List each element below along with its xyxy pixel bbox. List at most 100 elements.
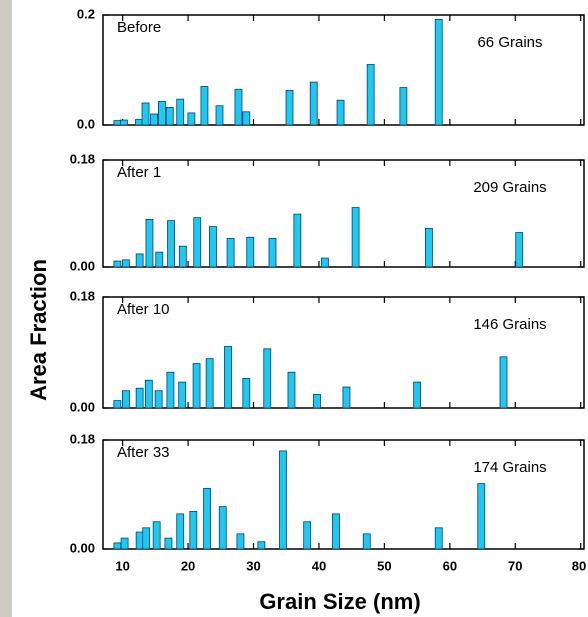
bar (135, 253, 144, 268)
bar (434, 527, 443, 550)
bar (246, 236, 255, 268)
grain-count: 66 Grains (477, 34, 542, 51)
bar (122, 259, 130, 268)
bar (164, 537, 173, 550)
bar (178, 381, 187, 409)
bar (120, 537, 129, 550)
bar (122, 390, 130, 409)
y-tick-label: 0.00 (70, 399, 95, 414)
y-tick-label: 0.0 (77, 116, 95, 131)
bar (113, 542, 122, 550)
x-tick-label: 80 (572, 558, 586, 573)
panel-label: Before (117, 19, 161, 36)
bar (155, 251, 164, 268)
bar (287, 371, 296, 409)
bar (113, 400, 122, 409)
bar (218, 506, 227, 550)
bar (193, 217, 202, 268)
bar (157, 100, 166, 126)
bar (135, 387, 144, 409)
x-axis-label: Grain Size (nm) (259, 589, 420, 614)
bar (152, 521, 161, 550)
x-tick-label: 30 (246, 558, 260, 573)
bar (145, 219, 154, 268)
bar (366, 64, 375, 126)
bar (154, 390, 163, 409)
bar (279, 450, 287, 550)
bar (224, 345, 232, 409)
x-tick-label: 70 (508, 558, 522, 573)
bar (178, 245, 187, 268)
bar (342, 386, 351, 409)
grain-count: 209 Grains (473, 179, 546, 196)
bar (135, 531, 144, 550)
bar (209, 226, 217, 268)
grain-count: 174 Grains (473, 459, 546, 476)
x-tick-label: 60 (443, 558, 457, 573)
panel-label: After 1 (117, 164, 161, 181)
bar (332, 513, 340, 550)
y-tick-label: 0.00 (70, 540, 95, 555)
plot-frame (102, 439, 585, 550)
bar (515, 232, 524, 268)
panel-label: After 33 (117, 444, 170, 461)
bar (167, 220, 175, 268)
bar (205, 358, 214, 409)
bar (135, 119, 143, 126)
bar (203, 488, 211, 550)
panel-label: After 10 (117, 301, 170, 318)
y-tick-label: 0.18 (70, 431, 95, 446)
bar (362, 533, 371, 550)
y-axis-label: Area Fraction (26, 259, 51, 401)
bar (142, 527, 151, 550)
bar (242, 111, 251, 126)
bar (351, 207, 360, 268)
bar (413, 381, 422, 409)
bar (150, 113, 158, 126)
y-tick-label: 0.18 (70, 288, 95, 303)
bar (187, 112, 196, 126)
bar (200, 86, 209, 126)
bar (113, 120, 122, 126)
bar (257, 541, 266, 550)
bar (263, 348, 272, 409)
bar (242, 377, 251, 409)
bar (399, 87, 408, 126)
bar (268, 238, 277, 268)
y-tick-label: 0.2 (77, 6, 95, 21)
y-tick-label: 0.18 (70, 151, 95, 166)
bar (176, 513, 185, 550)
x-tick-label: 10 (115, 558, 129, 573)
bar (434, 18, 443, 126)
bar (313, 394, 321, 409)
bar (285, 89, 294, 126)
plot-frame (102, 159, 585, 268)
grain-count: 146 Grains (473, 316, 546, 333)
bar (226, 238, 235, 268)
bar (425, 227, 433, 268)
background-strip (0, 0, 12, 617)
bar (303, 521, 312, 550)
bar (215, 105, 224, 126)
bar (320, 257, 329, 268)
bar (336, 99, 345, 126)
bar (189, 511, 198, 550)
bar (192, 363, 201, 409)
bar (499, 356, 508, 409)
bar (176, 98, 185, 126)
x-tick-label: 50 (377, 558, 391, 573)
bar (113, 260, 122, 268)
bar (166, 371, 175, 409)
bar (144, 379, 153, 409)
y-tick-label: 0.00 (70, 258, 95, 273)
bar (236, 533, 245, 550)
bar (293, 213, 302, 268)
bar (234, 88, 243, 126)
x-tick-label: 20 (181, 558, 195, 573)
bar (141, 102, 150, 126)
bar (309, 81, 318, 126)
bar (477, 483, 486, 550)
bar (165, 107, 174, 126)
bar (120, 119, 128, 126)
